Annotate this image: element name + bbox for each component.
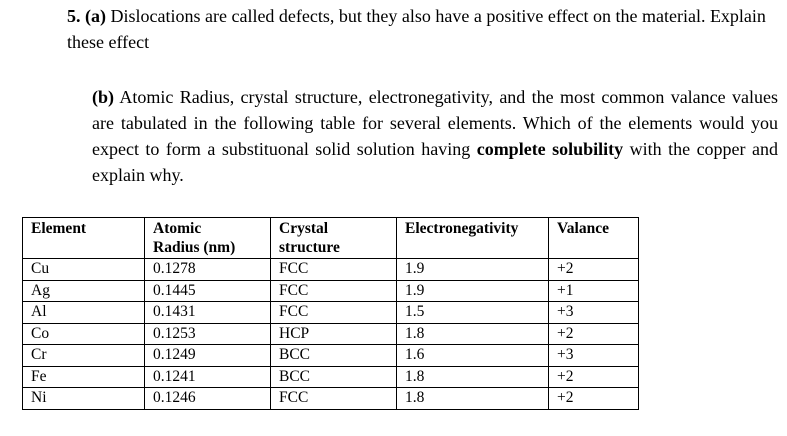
cell-valance: +2 (548, 258, 639, 281)
cell-valance: +2 (548, 365, 639, 388)
question-number: 5. (67, 6, 81, 26)
header-atomic-radius: Atomic Radius (nm) (144, 217, 271, 259)
cell-valance: +3 (548, 344, 639, 367)
cell-radius: 0.1249 (144, 344, 271, 367)
table-row: Co 0.1253 HCP 1.8 +2 (22, 322, 639, 345)
cell-element: Cr (22, 344, 145, 367)
cell-element: Ag (22, 279, 145, 302)
question-a-text: Dislocations are called defects, but the… (67, 6, 766, 52)
cell-valance: +2 (548, 387, 639, 410)
question-b-part-label: (b) (92, 87, 114, 107)
header-electronegativity: Electronegativity (396, 217, 549, 259)
cell-structure: FCC (270, 301, 397, 324)
cell-element: Co (22, 322, 145, 345)
cell-electronegativity: 1.6 (396, 344, 549, 367)
question-b-text: Atomic Radius, crystal structure, electr… (92, 87, 778, 159)
cell-structure: HCP (270, 322, 397, 345)
table-header-row: Element Atomic Radius (nm) Crystal structu… (22, 217, 639, 259)
cell-electronegativity: 1.5 (396, 301, 549, 324)
cell-radius: 0.1246 (144, 387, 271, 410)
question-b: (b) Atomic Radius, crystal structure, el… (92, 84, 778, 188)
cell-structure: BCC (270, 365, 397, 388)
question-a: 5. (a) Dislocations are called defects, … (67, 3, 782, 55)
question-b-text-end: with the copper and explain why. (92, 139, 778, 185)
table-row: Fe 0.1241 BCC 1.8 +2 (22, 365, 639, 388)
table-row: Ag 0.1445 FCC 1.9 +1 (22, 279, 639, 302)
cell-electronegativity: 1.8 (396, 365, 549, 388)
cell-element: Fe (22, 365, 145, 388)
cell-valance: +1 (548, 279, 639, 302)
header-crystal-structure: Crystal structure (270, 217, 397, 259)
cell-electronegativity: 1.8 (396, 322, 549, 345)
cell-radius: 0.1278 (144, 258, 271, 281)
table-row: Cu 0.1278 FCC 1.9 +2 (22, 258, 639, 281)
cell-radius: 0.1253 (144, 322, 271, 345)
cell-valance: +3 (548, 301, 639, 324)
cell-electronegativity: 1.8 (396, 387, 549, 410)
table-row: Cr 0.1249 BCC 1.6 +3 (22, 344, 639, 367)
cell-radius: 0.1445 (144, 279, 271, 302)
cell-radius: 0.1241 (144, 365, 271, 388)
cell-electronegativity: 1.9 (396, 279, 549, 302)
cell-structure: BCC (270, 344, 397, 367)
cell-valance: +2 (548, 322, 639, 345)
cell-structure: FCC (270, 258, 397, 281)
cell-structure: FCC (270, 387, 397, 410)
table-row: Al 0.1431 FCC 1.5 +3 (22, 301, 639, 324)
cell-element: Al (22, 301, 145, 324)
cell-element: Cu (22, 258, 145, 281)
elements-table: Element Atomic Radius (nm) Crystal structu… (22, 217, 639, 410)
table-row: Ni 0.1246 FCC 1.8 +2 (22, 387, 639, 410)
header-element: Element (22, 217, 145, 259)
cell-structure: FCC (270, 279, 397, 302)
cell-electronegativity: 1.9 (396, 258, 549, 281)
header-valance: Valance (548, 217, 639, 259)
cell-element: Ni (22, 387, 145, 410)
cell-radius: 0.1431 (144, 301, 271, 324)
question-b-emphasis: complete solubility (476, 139, 624, 159)
question-a-part-label: (a) (85, 6, 106, 26)
